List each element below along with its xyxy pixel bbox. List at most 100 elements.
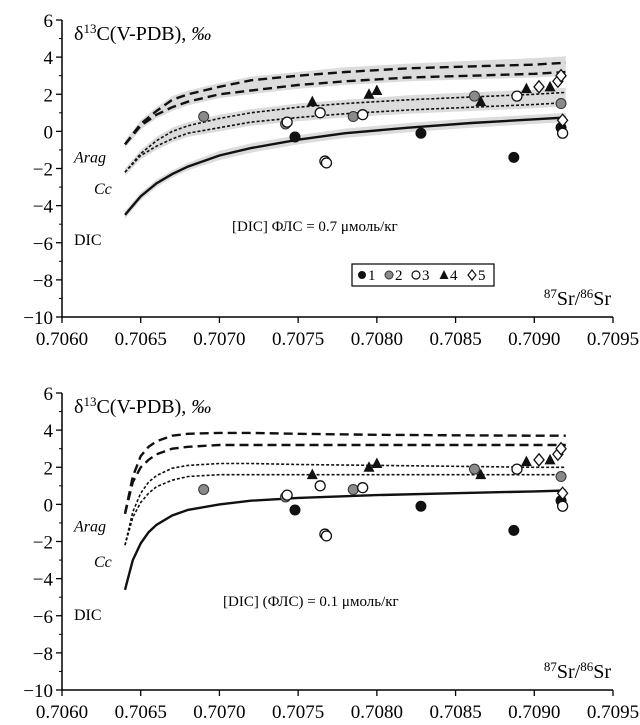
data-point-series-1 [289,504,301,516]
uncertainty-band-1 [125,87,566,176]
x-tick-label: 0.7080 [351,702,403,723]
legend: 1 2 3 4 5 [351,263,495,287]
data-point-series-5 [556,113,569,128]
data-point-series-4 [371,84,383,96]
legend-box [351,263,495,287]
chart-bottom: 6 4 2 0 −2 −4 −6 −8 −100.7060 0.7065 0.7070 0.7075 0… [23,384,639,723]
y-tick-label: 6 [44,11,54,32]
legend-marker-5 [467,269,477,281]
y-tick-label: 0 [44,122,54,143]
x-tick-label: 0.7065 [115,702,167,723]
legend-label-1: 1 [368,268,376,284]
data-point-series-3 [511,463,523,475]
legend-marker-2 [384,270,394,280]
data-point-series-4 [544,80,556,92]
x-tick-label: 0.7070 [193,329,245,350]
data-point-series-3 [556,127,569,139]
y-tick-label: −8 [33,644,53,665]
legend-marker-4 [439,270,449,279]
chart-top: 6 4 2 0 −2 −4 −6 −8 −100.7060 0.7065 0.7070 0.7075 0… [23,11,639,350]
data-point-series-2 [468,90,480,102]
data-point-series-1 [289,131,301,143]
data-point-series-2 [347,111,359,123]
data-point-series-4 [520,82,532,94]
y-tick-label: 6 [44,384,54,405]
y-tick-label: −4 [33,197,54,218]
legend-label-5: 5 [478,268,486,284]
data-point-series-5 [533,79,545,94]
annotation: [DIC] (ФЛС) = 0.1 μмоль/кг [223,594,399,610]
data-point-series-1 [415,127,427,139]
curve-label-dic: DIC [74,232,102,249]
x-tick-label: 0.7060 [36,329,88,350]
data-point-series-5 [555,441,567,456]
curve-label-cc: Cc [94,554,112,571]
y-tick-label: −4 [33,570,54,591]
curve-label-cc: Cc [94,181,112,198]
data-point-series-3 [556,500,569,512]
curve-arag-2 [123,443,566,514]
data-point-series-4 [363,461,375,472]
x-tick-label: 0.7095 [587,329,639,350]
data-point-series-4 [475,95,487,107]
x-tick-label: 0.7095 [587,702,639,723]
x-axis-label: 87Sr/86Sr [544,286,611,311]
legend-label-3: 3 [422,268,430,284]
data-point-series-3 [281,489,293,501]
x-tick-label: 0.7085 [429,702,481,723]
data-point-series-2 [347,484,359,496]
data-point-series-3 [320,157,333,169]
data-point-series-2 [555,98,567,110]
curve-label-dic: DIC [74,607,102,624]
data-point-series-3 [314,107,326,119]
data-point-series-4 [306,95,318,107]
curve-cc-2 [124,101,566,173]
x-tick-label: 0.7090 [508,329,560,350]
curve-cc [124,462,566,546]
data-point-series-3 [281,116,293,128]
data-point-series-1 [508,151,520,163]
annotation: [DIC] ФЛС = 0.7 μмоль/кг [232,219,398,235]
data-point-series-2 [468,463,480,475]
x-tick-label: 0.7085 [429,329,481,350]
data-point-series-1 [415,500,427,512]
y-axis-label: δ13C(V-PDB), ‰ [74,394,211,419]
data-point-series-4 [363,88,375,99]
curve-arag-2 [124,70,566,146]
curve-cc-2 [124,473,566,546]
y-tick-label: 0 [44,495,54,516]
legend-marker-3 [411,270,421,280]
data-point-series-4 [520,455,532,467]
data-point-series-3 [314,480,326,492]
y-tick-label: 4 [44,421,54,442]
y-tick-label: −2 [33,160,53,181]
data-point-series-2 [555,471,567,483]
y-tick-label: −6 [33,234,53,255]
y-tick-label: 4 [44,48,54,69]
legend-marker-1 [358,271,366,279]
data-point-series-4 [544,453,556,465]
data-point-series-5 [533,452,545,467]
x-tick-label: 0.7080 [351,329,403,350]
x-tick-label: 0.7060 [36,702,88,723]
curve-label-arag: Arag [73,519,106,536]
data-point-series-4 [371,457,383,469]
curve-arag [124,61,566,146]
curve-dic [123,489,566,591]
x-axis-label: 87Sr/86Sr [544,659,611,684]
y-tick-label: 2 [44,458,54,479]
data-point-series-2 [198,111,210,123]
curve-arag [123,431,566,514]
data-point-series-3 [357,482,369,494]
y-tick-label: −6 [33,607,53,628]
y-tick-label: −10 [23,681,53,702]
data-point-series-2 [198,484,210,496]
data-point-series-4 [306,468,318,480]
curve-label-arag: Arag [73,149,106,166]
x-tick-label: 0.7065 [115,329,167,350]
x-tick-label: 0.7075 [272,329,324,350]
y-tick-label: 2 [44,85,54,106]
y-axis-label: δ13C(V-PDB), ‰ [74,21,211,46]
data-point-series-5 [556,486,569,501]
